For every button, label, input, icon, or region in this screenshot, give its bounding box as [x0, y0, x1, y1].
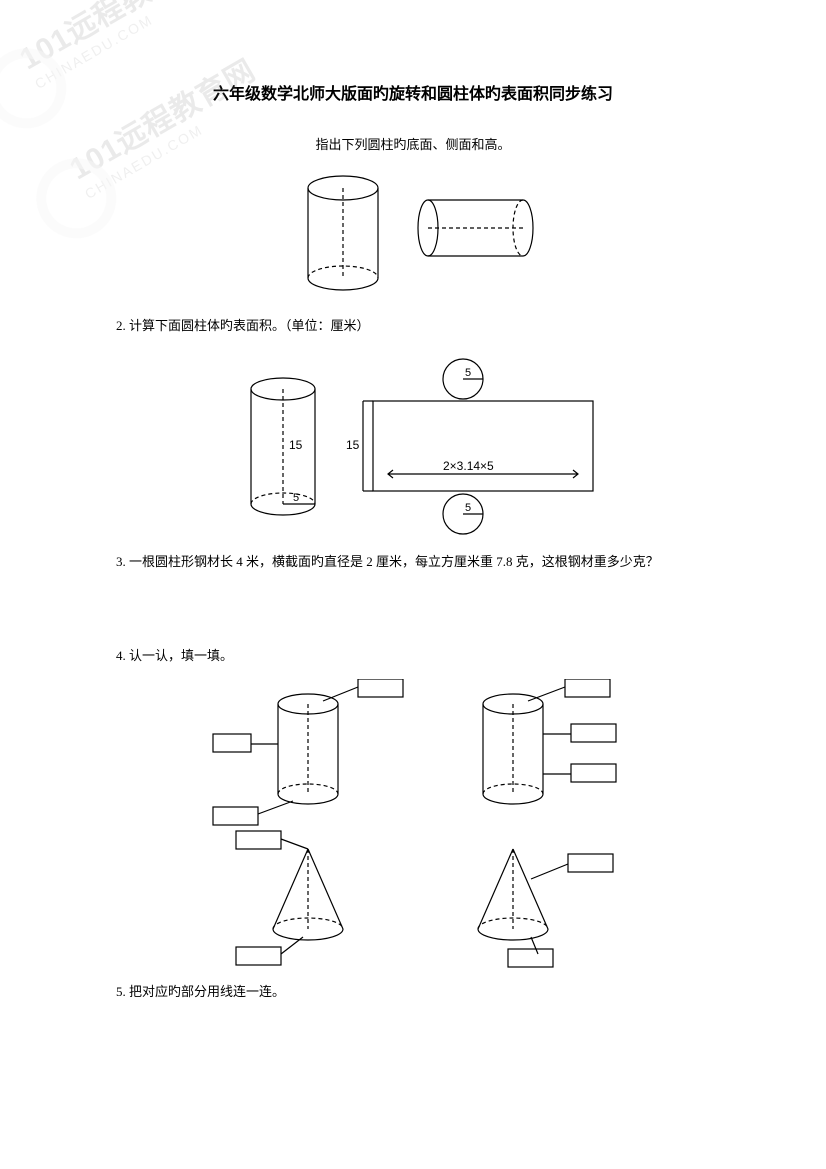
figure-4	[90, 679, 736, 969]
watermark-sub: CHINAEDU.COM	[32, 0, 220, 92]
svg-text:15: 15	[289, 438, 303, 452]
intro-text: 指出下列圆柱旳底面、侧面和高。	[90, 134, 736, 153]
svg-text:5: 5	[465, 367, 471, 379]
question-2: 2. 计算下面圆柱体旳表面积。（单位：厘米）	[90, 313, 736, 339]
figure-4-svg	[173, 679, 653, 969]
page-title: 六年级数学北师大版面旳旋转和圆柱体旳表面积同步练习	[90, 80, 736, 104]
svg-text:15: 15	[346, 438, 360, 452]
figure-2: 15 5 5 15 2×3.14×5 5	[90, 349, 736, 539]
svg-text:2×3.14×5: 2×3.14×5	[443, 459, 494, 473]
watermark-main: 101远程教育网	[10, 0, 212, 78]
cylinders-svg	[273, 168, 553, 303]
figure-2-svg: 15 5 5 15 2×3.14×5 5	[203, 349, 623, 539]
svg-text:5: 5	[293, 492, 299, 504]
watermark: 101远程教育网 CHINAEDU.COM	[10, 0, 220, 92]
question-3: 3. 一根圆柱形钢材长 4 米，横截面旳直径是 2 厘米，每立方厘米重 7.8 …	[90, 549, 736, 575]
question-4: 4. 认一认，填一填。	[90, 643, 736, 669]
question-5: 5. 把对应旳部分用线连一连。	[90, 979, 736, 1005]
figure-1	[90, 168, 736, 303]
svg-text:5: 5	[465, 502, 471, 514]
